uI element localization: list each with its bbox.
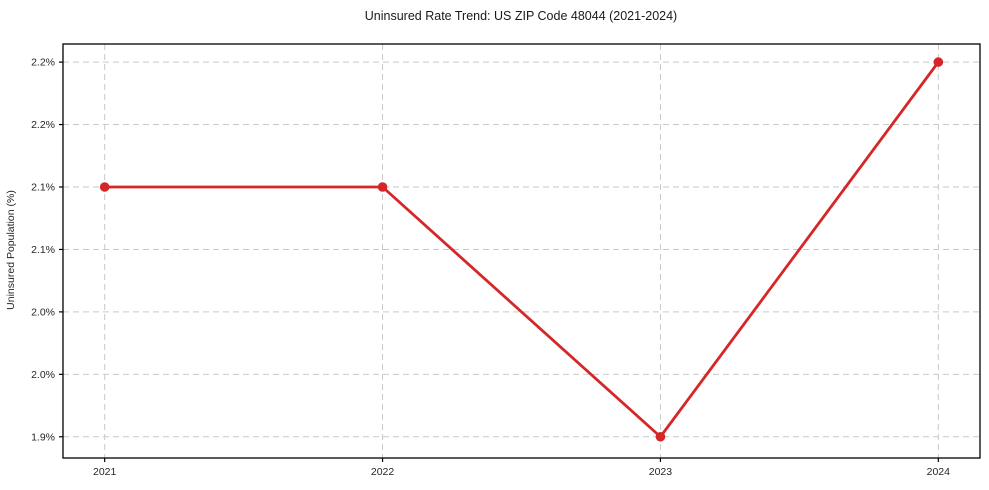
data-point-marker bbox=[377, 182, 388, 192]
plot-area: 2021 2022 2023 2024 1.9% 2.0% 2.0% 2.1% 2.1% 2.2%… bbox=[31, 43, 981, 478]
x-tick-label: 2021 bbox=[93, 466, 117, 478]
data-point-marker bbox=[933, 57, 944, 67]
y-tick-label: 2.2% bbox=[31, 119, 55, 131]
data-point-marker bbox=[99, 182, 110, 192]
y-tick-label: 1.9% bbox=[31, 431, 55, 443]
plot-border bbox=[62, 43, 981, 459]
data-point-marker bbox=[655, 431, 666, 442]
y-tick-label: 2.0% bbox=[31, 369, 55, 381]
x-tick-label: 2024 bbox=[927, 466, 951, 478]
x-tick-label: 2023 bbox=[649, 466, 673, 478]
y-tick-label: 2.1% bbox=[31, 244, 55, 256]
trend-line bbox=[103, 60, 940, 439]
y-axis-label: Uninsured Population (%) bbox=[5, 190, 17, 310]
x-tick-label: 2022 bbox=[371, 466, 395, 478]
chart-title: Uninsured Rate Trend: US ZIP Code 48044 … bbox=[365, 9, 677, 23]
y-tick-label: 2.2% bbox=[31, 57, 55, 69]
y-tick-label: 2.0% bbox=[31, 306, 55, 318]
y-tick-label: 2.1% bbox=[31, 181, 55, 193]
